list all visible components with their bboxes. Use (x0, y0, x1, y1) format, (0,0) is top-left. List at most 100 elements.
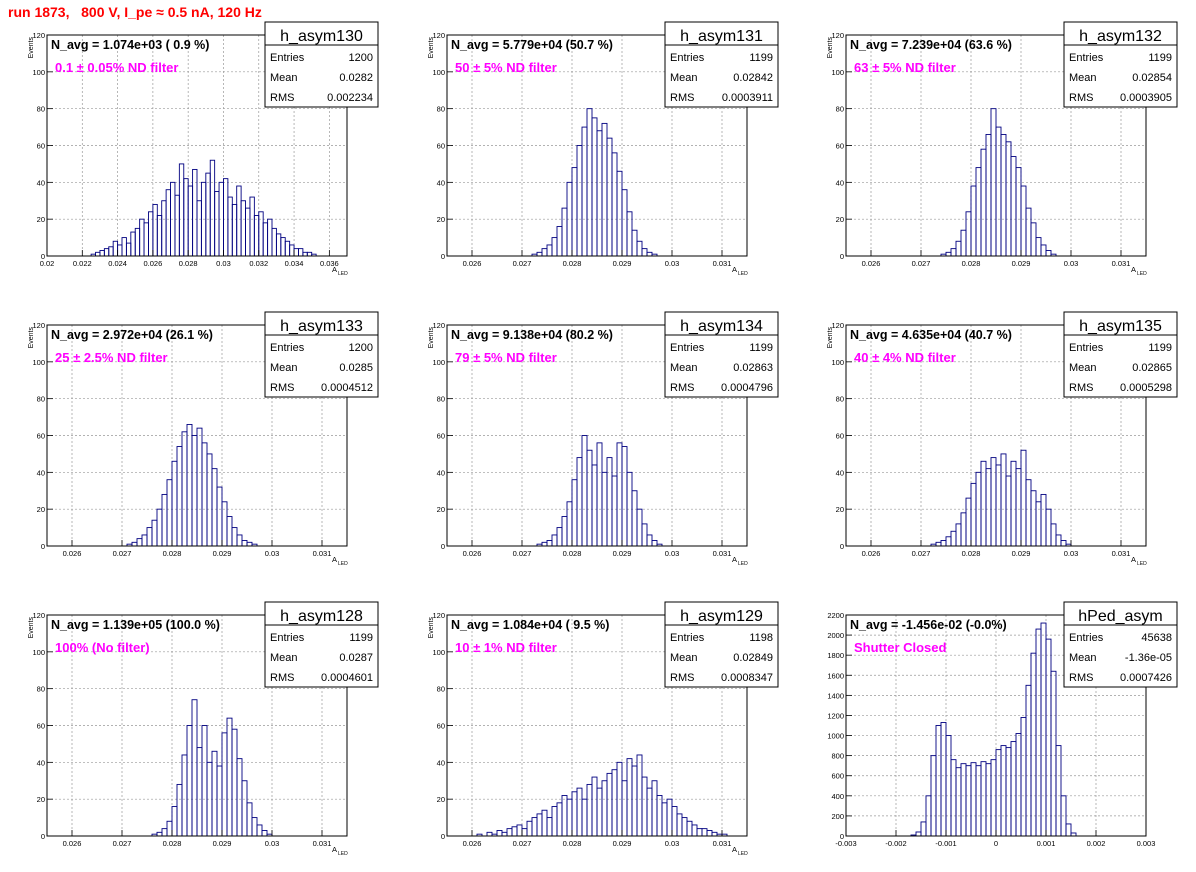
stats-box (264, 334, 379, 398)
histogram-name: h_asym129 (680, 608, 763, 625)
stats-box (664, 44, 779, 108)
x-tick-label: 0.026 (63, 839, 82, 848)
x-tick-label: 0.031 (1112, 259, 1131, 268)
histogram-bin (246, 541, 253, 547)
y-tick-label: 60 (437, 142, 445, 151)
histogram-bin (298, 248, 304, 257)
histogram-bin (246, 802, 253, 837)
histogram-bin (241, 540, 248, 547)
histogram-bin (95, 251, 101, 257)
histogram-bin (995, 749, 1002, 837)
histogram-bin (596, 787, 603, 837)
histogram-bin (581, 126, 588, 257)
histogram-bin (591, 117, 598, 257)
x-axis-label-subscript: LED (1137, 561, 1147, 567)
histogram-name: h_asym134 (680, 318, 763, 335)
y-tick-label: 1400 (827, 691, 844, 700)
x-tick-label: 0.031 (713, 259, 732, 268)
y-tick-label: 800 (831, 752, 844, 761)
x-tick-label: 0.03 (1064, 259, 1079, 268)
x-axis-label: A (732, 265, 737, 274)
histogram-bin (591, 464, 598, 547)
x-tick-label: -0.003 (835, 839, 856, 848)
stats-key: Mean (270, 652, 298, 664)
histogram-bin (965, 765, 972, 837)
histogram-bin (985, 763, 992, 837)
histogram-bin (226, 717, 233, 837)
histogram-bin (117, 244, 123, 257)
y-tick-label: 400 (831, 792, 844, 801)
histogram-bin (1035, 628, 1042, 837)
histogram-bin (970, 482, 977, 547)
histogram-bin (231, 527, 238, 547)
histogram-bin (611, 475, 618, 547)
stats-key: RMS (670, 672, 694, 684)
histogram-bin (1030, 652, 1037, 837)
histogram-bin (1060, 540, 1067, 547)
histogram-bin (636, 754, 643, 837)
x-tick-label: 0.034 (285, 259, 304, 268)
histogram-name: h_asym132 (1079, 28, 1162, 45)
histogram-bin (606, 772, 613, 837)
x-tick-label: 0.032 (249, 259, 268, 268)
histogram-bin (205, 172, 211, 257)
y-axis-label: Events (28, 617, 35, 639)
stats-key: Mean (1069, 652, 1097, 664)
stats-key: RMS (270, 92, 294, 104)
y-tick-label: 80 (836, 105, 844, 114)
histogram-bin (960, 763, 967, 837)
histogram-bin (556, 802, 563, 837)
histogram-name: h_asym135 (1079, 318, 1162, 335)
histogram-bin (256, 824, 263, 837)
y-tick-label: 0 (41, 832, 45, 841)
histogram-bin (302, 251, 308, 257)
histogram-bin (1055, 534, 1062, 547)
y-tick-label: 120 (432, 31, 445, 40)
y-axis-label: Events (827, 37, 834, 59)
x-tick-label: 0.029 (613, 549, 632, 558)
histogram-bin (980, 460, 987, 547)
y-tick-label: 40 (437, 178, 445, 187)
histogram-bin (1045, 250, 1052, 257)
histogram-bin (1035, 501, 1042, 547)
histogram-bin (945, 735, 952, 837)
histogram-bin (161, 828, 168, 837)
histogram-bin (965, 211, 972, 257)
histogram-bin (1020, 185, 1027, 257)
x-axis-label: A (732, 555, 737, 564)
histogram-bin (915, 831, 922, 837)
histogram-bin (249, 196, 255, 257)
histogram-bin (165, 189, 171, 257)
stats-value: 0.0004796 (721, 382, 773, 394)
histogram-bin (221, 732, 228, 837)
histogram-bin (980, 761, 987, 837)
histogram-bin (178, 163, 185, 257)
histogram-bin (641, 776, 648, 837)
histogram-bin (646, 251, 653, 257)
histogram-bin (561, 207, 568, 257)
stats-key: RMS (1069, 382, 1093, 394)
y-tick-label: 120 (432, 321, 445, 330)
histogram-bin (1005, 475, 1012, 547)
stats-value: 0.0287 (339, 652, 373, 664)
histogram-bin (516, 824, 523, 837)
x-tick-label: 0.036 (320, 259, 339, 268)
histogram-bin (571, 167, 578, 257)
y-tick-label: 80 (37, 105, 45, 114)
histogram-bin (209, 159, 216, 257)
x-tick-label: 0.027 (513, 549, 532, 558)
histogram-bin (975, 765, 982, 837)
histogram-bin (536, 813, 543, 837)
y-tick-label: 20 (836, 505, 844, 514)
histogram-bin (166, 479, 173, 547)
x-tick-label: -0.002 (885, 839, 906, 848)
histogram-bin (501, 831, 508, 837)
y-tick-label: 100 (831, 358, 844, 367)
stats-key: RMS (270, 382, 294, 394)
x-tick-label: 0.029 (613, 259, 632, 268)
histogram-bin (211, 468, 218, 547)
histogram-bin (108, 246, 114, 257)
x-tick-label: 0.026 (143, 259, 162, 268)
histogram-name: h_asym128 (280, 608, 363, 625)
histogram-bin (236, 534, 243, 547)
